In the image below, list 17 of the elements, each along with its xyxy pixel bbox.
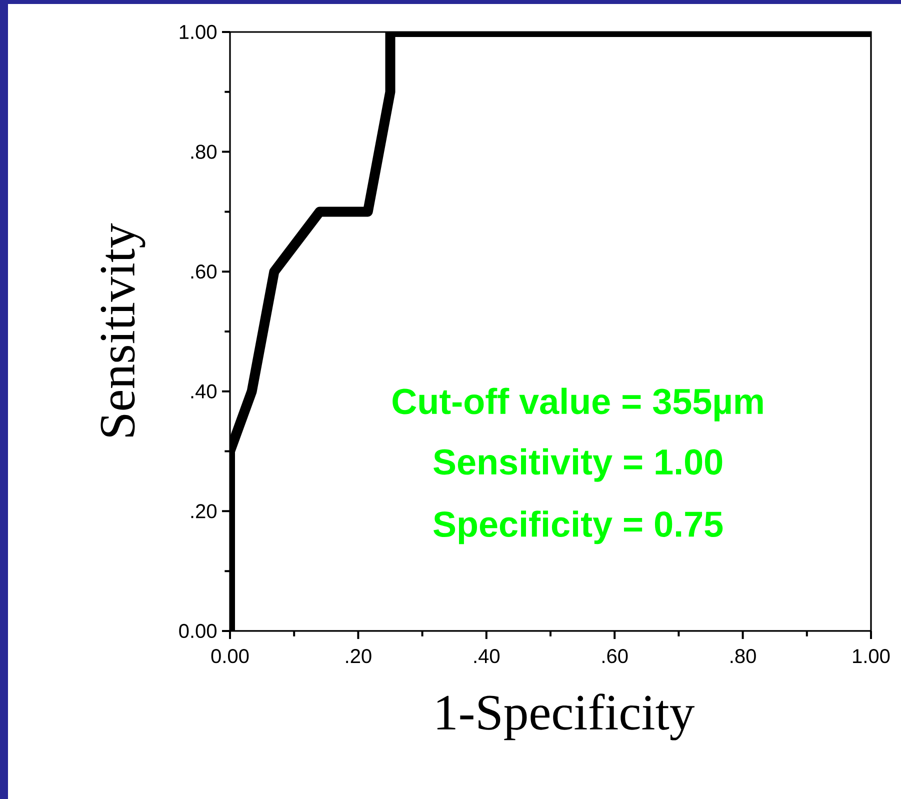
x-tick-label: .40 [474,649,500,664]
y-tick-label: .60 [191,264,216,279]
annotation: Cut-off value = 355µm [392,388,763,422]
x-tick-label: .20 [346,649,372,664]
x-tick-label: 1.00 [853,649,890,664]
y-tick-label: .40 [191,384,216,398]
x-tick-label: 0.00 [211,649,249,664]
annotation: Sensitivity = 1.00 [434,448,722,482]
y-tick-label: 1.00 [180,24,216,40]
y-tick-label: .80 [191,144,216,159]
y-axis-title: Sensitivity [100,223,146,436]
y-tick-label: .20 [191,504,216,518]
x-tick-label: .80 [730,649,756,664]
x-tick-label: .60 [602,649,628,664]
annotation: Specificity = 0.75 [434,510,723,544]
x-axis-title: 1-Specificity [437,694,695,740]
y-tick-label: 0.00 [179,624,216,638]
